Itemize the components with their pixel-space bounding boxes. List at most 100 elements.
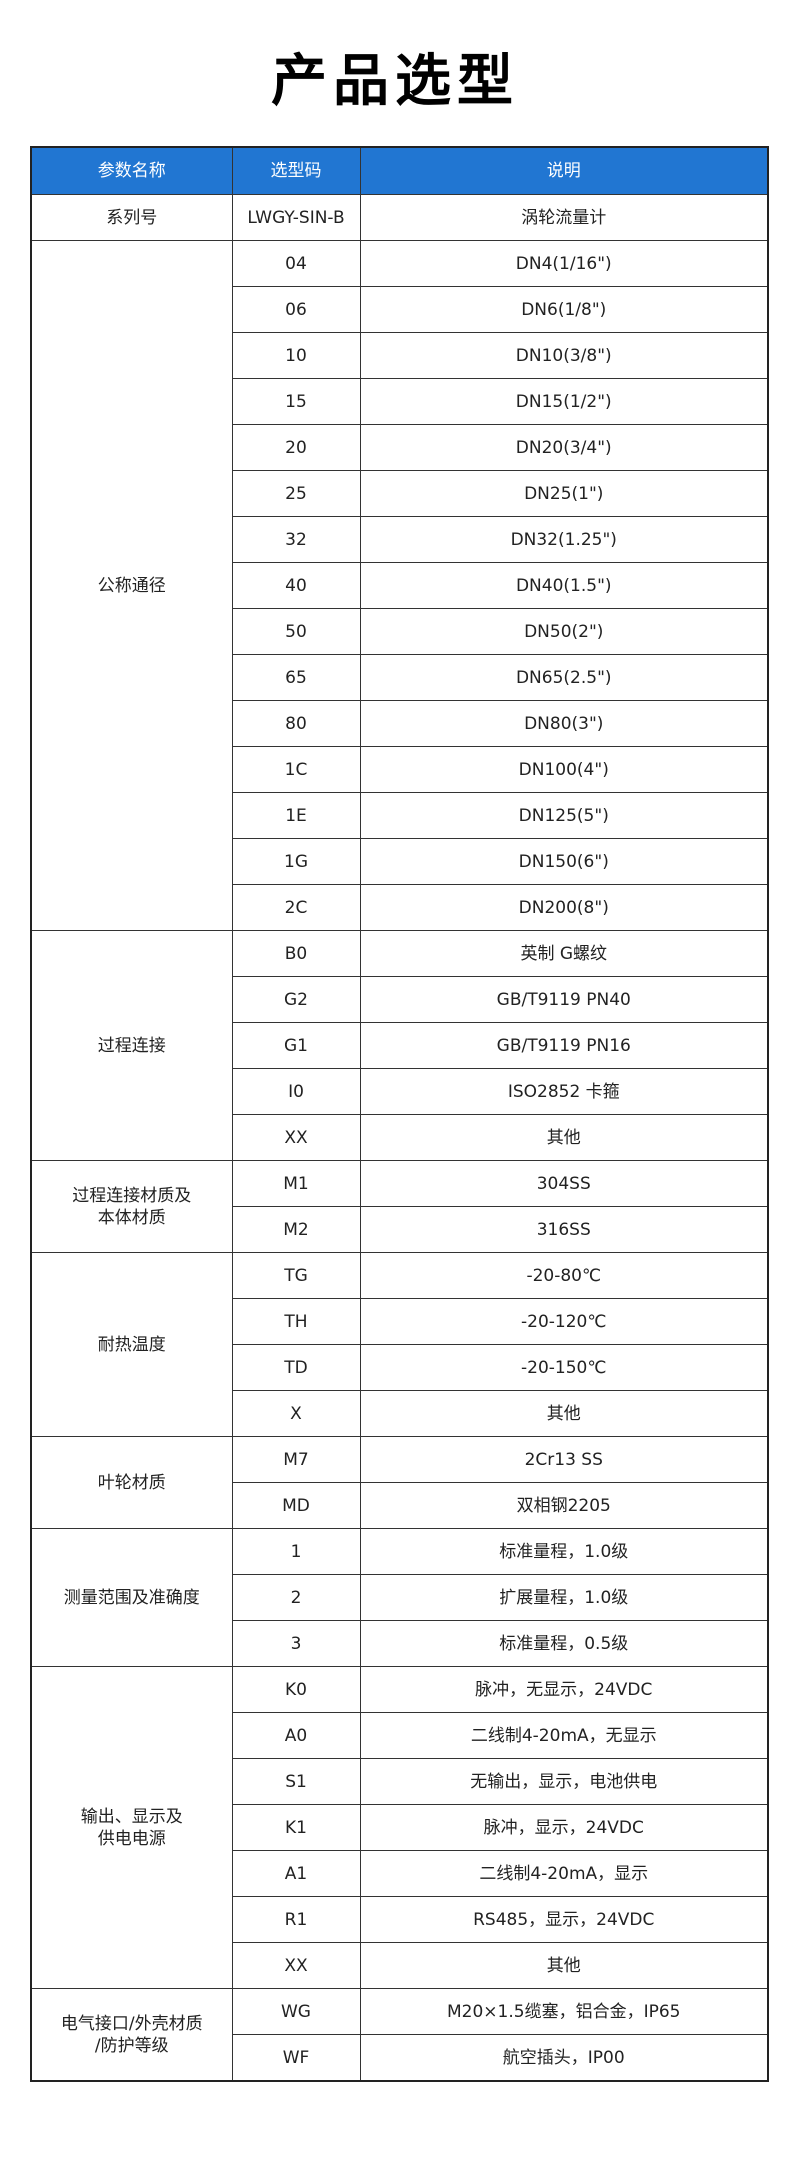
description-cell: -20-120℃ <box>359 1298 769 1345</box>
description-cell: DN10(3/8") <box>359 332 769 379</box>
code-cell: LWGY-SIN-B <box>231 194 361 241</box>
code-cell: M2 <box>231 1206 361 1253</box>
code-cell: X <box>231 1390 361 1437</box>
description-cell: 304SS <box>359 1160 769 1207</box>
description-cell: 标准量程，0.5级 <box>359 1620 769 1667</box>
table-row: 40 DN40(1.5") <box>31 562 769 609</box>
code-cell: R1 <box>231 1896 361 1943</box>
description-cell: DN20(3/4") <box>359 424 769 471</box>
description-cell: 316SS <box>359 1206 769 1253</box>
description-cell: -20-150℃ <box>359 1344 769 1391</box>
product-selection-table: 参数名称 选型码 说明 系列号 LWGY-SIN-B 涡轮流量计 公称通径 04 DN4(… <box>30 146 769 2082</box>
code-cell: 1C <box>231 746 361 793</box>
code-cell: K0 <box>231 1666 361 1713</box>
description-cell: DN15(1/2") <box>359 378 769 425</box>
description-cell: DN80(3") <box>359 700 769 747</box>
code-cell: 40 <box>231 562 361 609</box>
param-name-cell: 公称通径 <box>30 240 233 931</box>
table-row: 测量范围及准确度 1 标准量程，1.0级 <box>30 1528 769 1667</box>
table-row: 过程连接材质及 本体材质 M1 304SS <box>30 1160 769 1253</box>
table-row: 1C DN100(4") <box>31 746 769 793</box>
param-name-cell: 测量范围及准确度 <box>30 1528 233 1667</box>
header-code: 选型码 <box>231 146 361 195</box>
table-row: 2 扩展量程，1.0级 <box>31 1574 769 1621</box>
code-cell: G1 <box>231 1022 361 1069</box>
code-cell: A0 <box>231 1712 361 1759</box>
description-cell: 英制 G螺纹 <box>359 930 769 977</box>
param-name-cell: 过程连接材质及 本体材质 <box>30 1160 233 1253</box>
table-row: R1 RS485，显示，24VDC <box>31 1896 769 1943</box>
code-cell: M7 <box>231 1436 361 1483</box>
description-cell: DN200(8") <box>359 884 769 931</box>
table-row: G2 GB/T9119 PN40 <box>31 976 769 1023</box>
description-cell: 标准量程，1.0级 <box>359 1528 769 1575</box>
code-cell: G2 <box>231 976 361 1023</box>
table-row: X 其他 <box>31 1390 769 1437</box>
code-cell: MD <box>231 1482 361 1529</box>
param-name-cell: 耐热温度 <box>30 1252 233 1437</box>
table-row: 过程连接 B0 英制 G螺纹 <box>30 930 769 1161</box>
description-cell: DN25(1") <box>359 470 769 517</box>
code-cell: 80 <box>231 700 361 747</box>
table-row: 80 DN80(3") <box>31 700 769 747</box>
table-row: 06 DN6(1/8") <box>31 286 769 333</box>
code-cell: 20 <box>231 424 361 471</box>
header-description: 说明 <box>359 146 769 195</box>
param-name-cell: 输出、显示及 供电电源 <box>30 1666 233 1989</box>
param-name-cell: 叶轮材质 <box>30 1436 233 1529</box>
table-row: 系列号 LWGY-SIN-B 涡轮流量计 <box>30 194 769 241</box>
description-cell: DN4(1/16") <box>359 240 769 287</box>
code-cell: M1 <box>231 1160 361 1207</box>
code-cell: WG <box>231 1988 361 2035</box>
code-cell: 06 <box>231 286 361 333</box>
description-cell: 涡轮流量计 <box>359 194 769 241</box>
description-cell: 二线制4-20mA，无显示 <box>359 1712 769 1759</box>
table-row: 1E DN125(5") <box>31 792 769 839</box>
table-row: A1 二线制4-20mA，显示 <box>31 1850 769 1897</box>
table-row: 10 DN10(3/8") <box>31 332 769 379</box>
description-cell: ISO2852 卡箍 <box>359 1068 769 1115</box>
description-cell: 无输出，显示，电池供电 <box>359 1758 769 1805</box>
code-cell: K1 <box>231 1804 361 1851</box>
code-cell: S1 <box>231 1758 361 1805</box>
description-cell: GB/T9119 PN16 <box>359 1022 769 1069</box>
param-name-cell: 电气接口/外壳材质 /防护等级 <box>30 1988 233 2082</box>
code-cell: 2C <box>231 884 361 931</box>
description-cell: DN32(1.25") <box>359 516 769 563</box>
table-row: 3 标准量程，0.5级 <box>31 1620 769 1667</box>
table-row: 公称通径 04 DN4(1/16") <box>30 240 769 931</box>
code-cell: TH <box>231 1298 361 1345</box>
table-row: K1 脉冲，显示，24VDC <box>31 1804 769 1851</box>
code-cell: TG <box>231 1252 361 1299</box>
description-cell: GB/T9119 PN40 <box>359 976 769 1023</box>
table-row: 2C DN200(8") <box>31 884 769 931</box>
description-cell: 航空插头，IP00 <box>359 2034 769 2082</box>
table-row: 耐热温度 TG -20-80℃ <box>30 1252 769 1437</box>
code-cell: 3 <box>231 1620 361 1667</box>
description-cell: 脉冲，显示，24VDC <box>359 1804 769 1851</box>
description-cell: DN65(2.5") <box>359 654 769 701</box>
description-cell: -20-80℃ <box>359 1252 769 1299</box>
description-cell: 二线制4-20mA，显示 <box>359 1850 769 1897</box>
table-row: TH -20-120℃ <box>31 1298 769 1345</box>
description-cell: 其他 <box>359 1114 769 1161</box>
description-cell: DN150(6") <box>359 838 769 885</box>
code-cell: 25 <box>231 470 361 517</box>
table-row: 20 DN20(3/4") <box>31 424 769 471</box>
code-cell: 1E <box>231 792 361 839</box>
table-row: 输出、显示及 供电电源 K0 脉冲，无显示，24VDC <box>30 1666 769 1989</box>
description-cell: DN100(4") <box>359 746 769 793</box>
table-row: 50 DN50(2") <box>31 608 769 655</box>
code-cell: 1G <box>231 838 361 885</box>
description-cell: 其他 <box>359 1390 769 1437</box>
code-cell: I0 <box>231 1068 361 1115</box>
code-cell: 50 <box>231 608 361 655</box>
table-row: A0 二线制4-20mA，无显示 <box>31 1712 769 1759</box>
description-cell: DN6(1/8") <box>359 286 769 333</box>
table-row: 1G DN150(6") <box>31 838 769 885</box>
table-row: MD 双相钢2205 <box>31 1482 769 1529</box>
code-cell: WF <box>231 2034 361 2082</box>
table-row: 32 DN32(1.25") <box>31 516 769 563</box>
code-cell: 10 <box>231 332 361 379</box>
code-cell: 2 <box>231 1574 361 1621</box>
